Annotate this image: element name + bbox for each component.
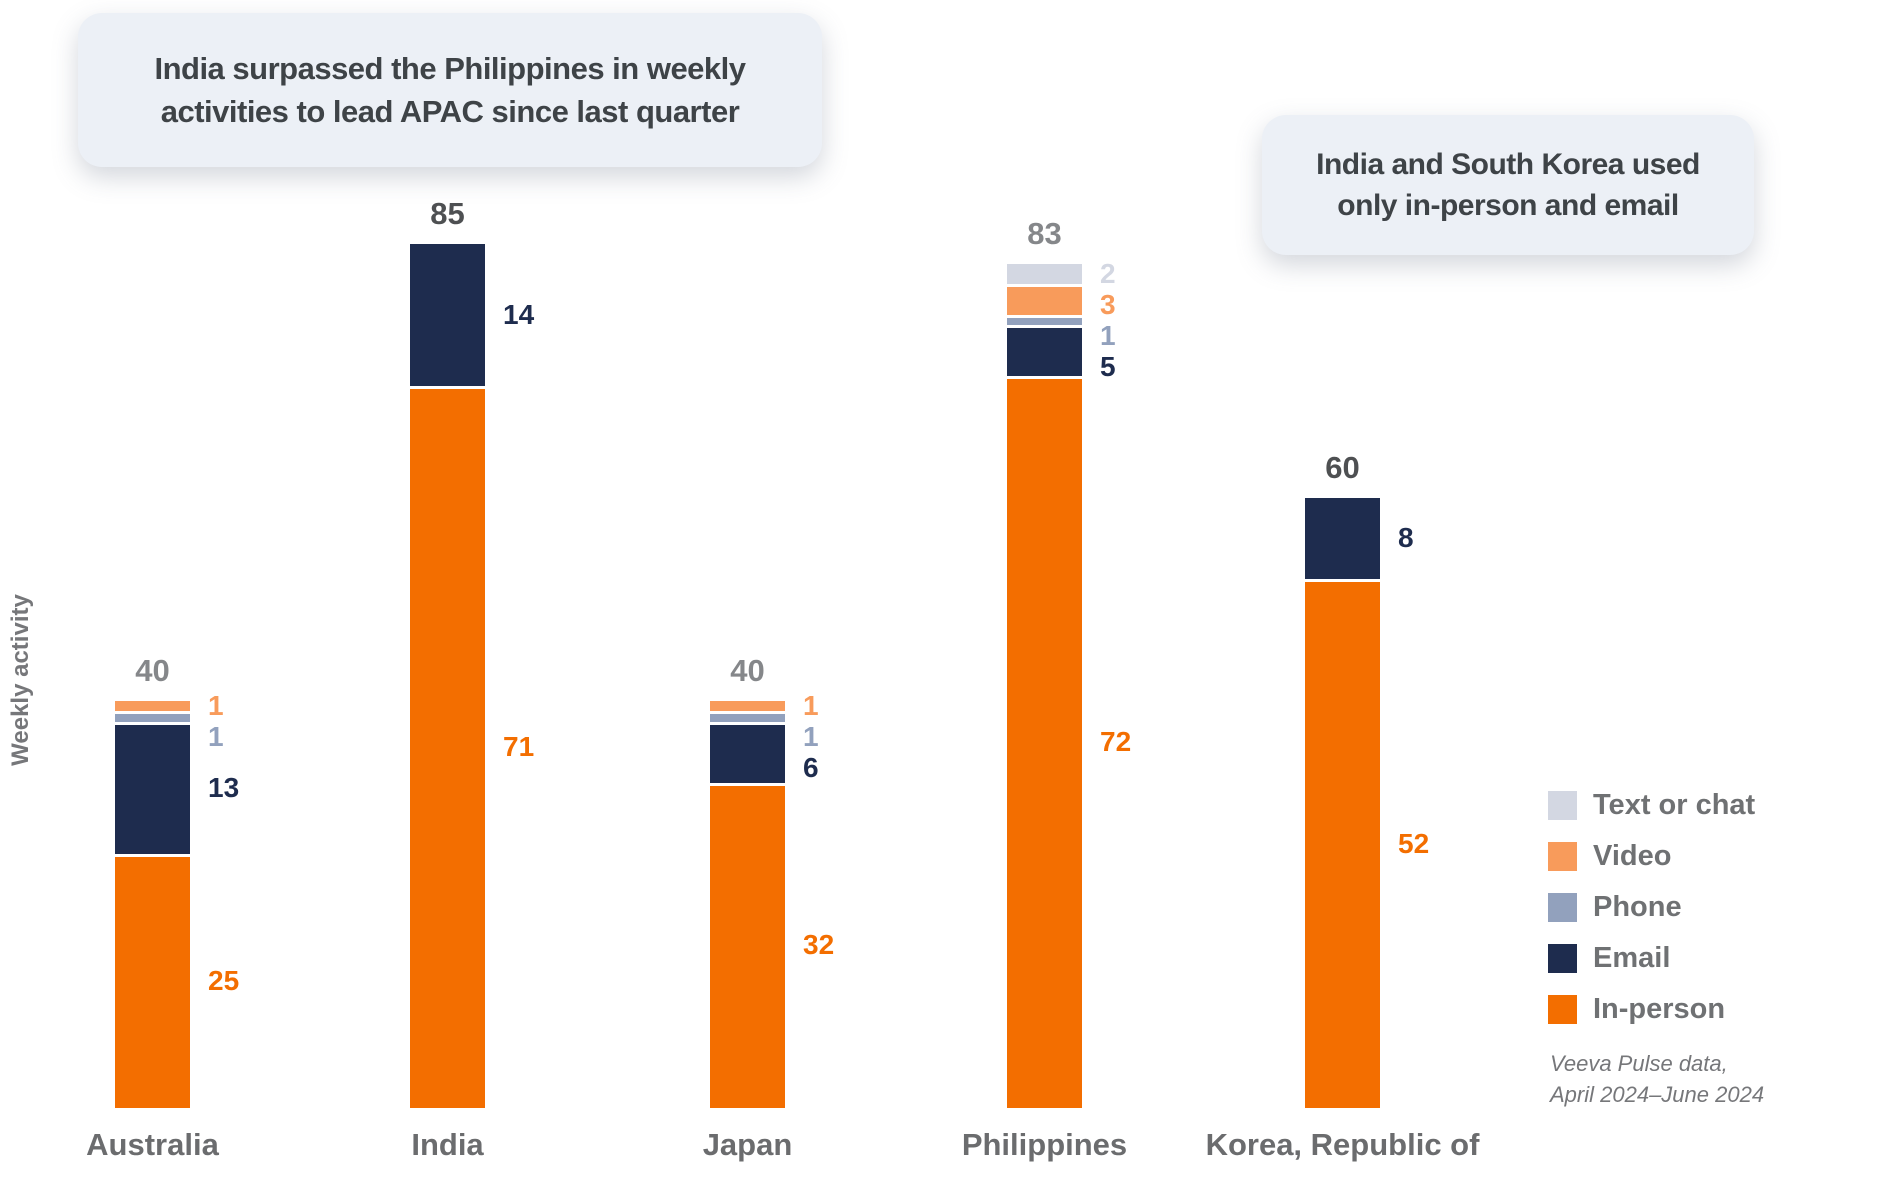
video-swatch-icon <box>1548 842 1577 871</box>
segment-australia-video <box>115 701 190 712</box>
value-korea-republic-of-in-person: 52 <box>1398 827 1430 859</box>
legend-item-phone: Phone <box>1548 882 1755 933</box>
value-philippines-video: 3 <box>1100 289 1116 321</box>
segment-australia-phone <box>115 711 190 722</box>
total-label-korea-republic-of: 60 <box>1325 449 1360 485</box>
value-australia-video: 1 <box>208 690 224 722</box>
chart-legend: Text or chat Video Phone Email In-person <box>1548 780 1755 1035</box>
segment-korea-republic-of-email <box>1305 497 1380 580</box>
value-philippines-in-person: 72 <box>1100 725 1132 757</box>
value-japan-phone: 1 <box>803 721 819 753</box>
bar-korea-republic-of <box>1305 497 1380 1108</box>
legend-item-email: Email <box>1548 933 1755 984</box>
legend-label-video: Video <box>1593 840 1672 872</box>
legend-label-phone: Phone <box>1593 891 1682 923</box>
segment-india-email <box>410 243 485 386</box>
value-india-email: 14 <box>503 298 535 330</box>
value-australia-email: 13 <box>208 771 240 803</box>
category-label-korea-republic-of: Korea, Republic of <box>1205 1127 1480 1162</box>
total-label-australia: 40 <box>135 653 170 689</box>
source-line-2: April 2024–June 2024 <box>1550 1082 1765 1107</box>
value-philippines-phone: 1 <box>1100 320 1116 352</box>
headline-line-1: India surpassed the Philippines in weekl… <box>154 51 746 86</box>
category-label-japan: Japan <box>702 1127 793 1162</box>
annotation-callout: India and South Korea used only in-perso… <box>1262 115 1754 255</box>
category-label-philippines: Philippines <box>961 1127 1128 1162</box>
segment-philippines-in-person <box>1007 375 1082 1108</box>
segment-philippines-email <box>1007 324 1082 376</box>
text-or-chat-swatch-icon <box>1548 791 1577 820</box>
in-person-swatch-icon <box>1548 995 1577 1024</box>
value-japan-email: 6 <box>803 752 819 784</box>
annotation-line-1: India and South Korea used <box>1316 148 1700 181</box>
value-australia-phone: 1 <box>208 721 224 753</box>
bar-india <box>410 243 485 1108</box>
segment-korea-republic-of-in-person <box>1305 579 1380 1108</box>
value-korea-republic-of-email: 8 <box>1398 522 1414 554</box>
source-line-1: Veeva Pulse data, <box>1550 1051 1728 1076</box>
source-note: Veeva Pulse data, April 2024–June 2024 <box>1550 1048 1764 1110</box>
headline-line-2: activities to lead APAC since last quart… <box>160 94 740 129</box>
value-india-in-person: 71 <box>503 730 535 762</box>
segment-australia-in-person <box>115 853 190 1108</box>
category-label-india: India <box>411 1127 484 1162</box>
phone-swatch-icon <box>1548 893 1577 922</box>
legend-label-email: Email <box>1593 942 1671 974</box>
value-philippines-email: 5 <box>1100 351 1116 383</box>
email-swatch-icon <box>1548 944 1577 973</box>
legend-label-in-person: In-person <box>1593 993 1726 1025</box>
value-australia-in-person: 25 <box>208 964 240 996</box>
annotation-line-2: only in-person and email <box>1337 189 1679 222</box>
segment-philippines-phone <box>1007 314 1082 325</box>
total-label-philippines: 83 <box>1027 215 1062 251</box>
bar-philippines <box>1007 263 1082 1108</box>
total-label-japan: 40 <box>730 653 765 689</box>
legend-item-text-or-chat: Text or chat <box>1548 780 1755 831</box>
headline-callout: India surpassed the Philippines in weekl… <box>78 13 822 167</box>
segment-india-in-person <box>410 385 485 1108</box>
segment-japan-video <box>710 701 785 712</box>
segment-philippines-video <box>1007 284 1082 315</box>
legend-item-in-person: In-person <box>1548 984 1755 1035</box>
bar-australia <box>115 701 190 1108</box>
total-label-india: 85 <box>430 195 465 231</box>
segment-philippines-text-or-chat <box>1007 263 1082 285</box>
segment-australia-email <box>115 721 190 854</box>
segment-japan-email <box>710 721 785 783</box>
value-japan-in-person: 32 <box>803 929 835 961</box>
value-philippines-text-or-chat: 2 <box>1100 258 1116 290</box>
value-japan-video: 1 <box>803 690 819 722</box>
category-label-australia: Australia <box>86 1127 219 1162</box>
legend-item-video: Video <box>1548 831 1755 882</box>
bar-japan <box>710 701 785 1108</box>
segment-japan-phone <box>710 711 785 722</box>
legend-label-text-or-chat: Text or chat <box>1593 789 1756 821</box>
segment-japan-in-person <box>710 782 785 1108</box>
